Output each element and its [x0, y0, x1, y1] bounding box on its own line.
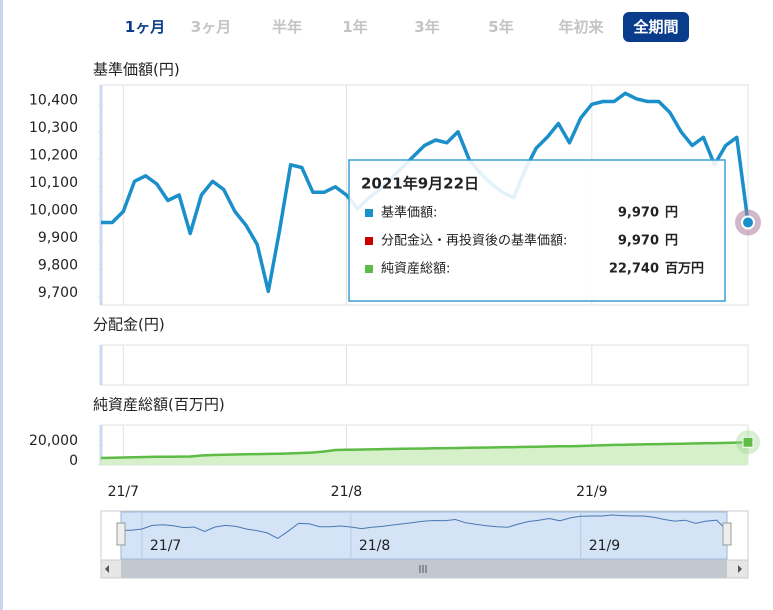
- end-marker: [742, 436, 754, 448]
- tooltip-label: 基準価額:: [381, 205, 437, 221]
- end-marker: [741, 215, 755, 230]
- y-tick-label: 10,100: [29, 175, 78, 191]
- period-button[interactable]: 5年: [488, 18, 514, 36]
- scrollbar-thumb[interactable]: [121, 560, 727, 578]
- navigator-label: 21/7: [150, 538, 181, 554]
- navigator-line: [121, 514, 728, 539]
- x-tick-label: 21/7: [108, 484, 139, 500]
- x-tick-label: 21/8: [331, 484, 362, 500]
- area-fill: [101, 442, 748, 465]
- tooltip-value: 9,970: [618, 206, 659, 221]
- tooltip-swatch: [365, 237, 373, 245]
- period-button[interactable]: 1年: [342, 18, 368, 36]
- y-tick-label: 10,000: [29, 202, 78, 218]
- period-button[interactable]: 年初来: [558, 18, 604, 36]
- y-tick-label: 10,300: [29, 120, 78, 136]
- tooltip-value: 9,970: [618, 234, 659, 249]
- period-button[interactable]: 3年: [414, 18, 440, 36]
- price-line: [101, 91, 750, 294]
- y-tick-label: 10,200: [29, 147, 78, 163]
- tooltip-box: [348, 159, 726, 302]
- period-button[interactable]: 全期間: [623, 12, 689, 42]
- area-line: [100, 441, 749, 460]
- navigator-range: [120, 511, 728, 560]
- tooltip-unit: 円: [665, 234, 678, 249]
- period-button[interactable]: 3ヶ月: [190, 18, 232, 36]
- tooltip-unit: 円: [665, 206, 678, 221]
- tooltip-unit: 百万円: [665, 262, 704, 277]
- y-tick-label: 20,000: [29, 433, 78, 449]
- navigator-label: 21/8: [359, 538, 390, 554]
- navigator-handle[interactable]: [722, 522, 732, 546]
- scroll-grip: [419, 565, 427, 573]
- tooltip-swatch: [365, 265, 373, 273]
- panel-title: 基準価額(円): [93, 61, 180, 79]
- y-tick-label: 9,800: [38, 257, 78, 273]
- panel-title: 純資産総額(百万円): [93, 396, 225, 414]
- panel-title: 分配金(円): [93, 316, 165, 334]
- navigator-handle[interactable]: [116, 522, 126, 546]
- scroll-left-arrow[interactable]: [105, 565, 109, 573]
- plot-frame: [100, 344, 749, 386]
- navigator-label: 21/9: [589, 538, 620, 554]
- chart: 基準価額(円) 分配金(円) 純資産総額(百万円) 9,700 9,800 9,90…: [29, 61, 761, 579]
- tooltip-label: 純資産総額:: [381, 261, 450, 277]
- x-tick-label: 21/9: [576, 484, 607, 500]
- tooltip-swatch: [365, 209, 373, 217]
- y-tick-label: 9,900: [38, 230, 78, 246]
- period-button[interactable]: 1ヶ月: [124, 18, 166, 36]
- y-tick-label: 9,700: [38, 285, 78, 301]
- tooltip-date: 2021年9月22日: [361, 175, 479, 193]
- tooltip-label: 分配金込・再投資後の基準価額:: [381, 233, 567, 249]
- y-tick-label: 0: [69, 453, 78, 469]
- scroll-right-arrow[interactable]: [738, 565, 742, 573]
- y-tick-label: 10,400: [29, 92, 78, 108]
- period-button[interactable]: 半年: [271, 18, 302, 36]
- tooltip-value: 22,740: [609, 262, 659, 277]
